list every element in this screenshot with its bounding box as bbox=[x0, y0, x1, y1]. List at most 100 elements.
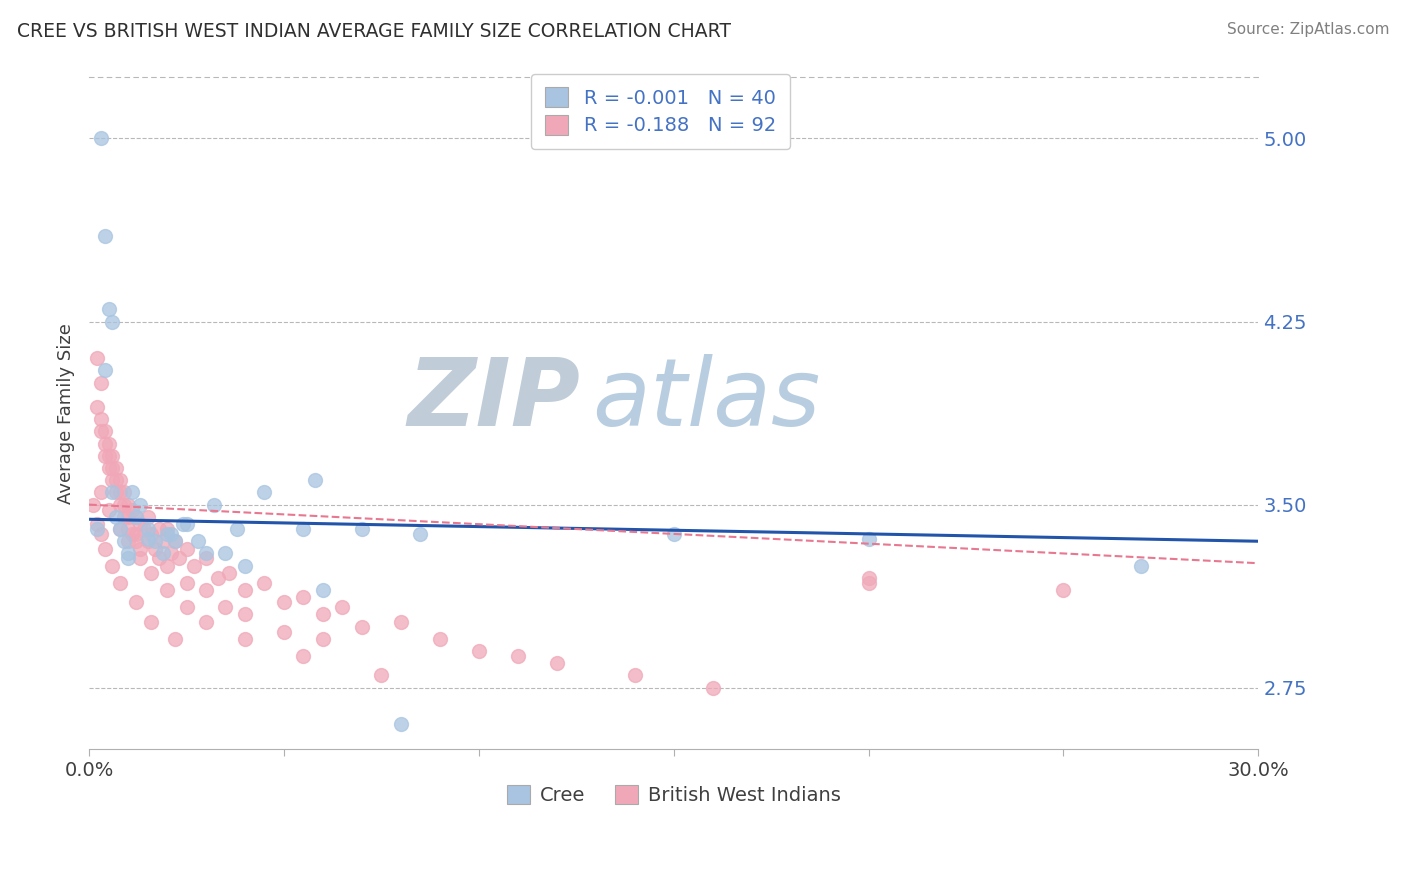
Point bbox=[858, 571, 880, 585]
Point bbox=[112, 509, 135, 524]
Point bbox=[207, 571, 229, 585]
Point bbox=[312, 607, 335, 622]
Point bbox=[176, 541, 198, 556]
Point bbox=[273, 595, 295, 609]
Point bbox=[156, 583, 179, 598]
Point bbox=[156, 522, 179, 536]
Point bbox=[163, 534, 186, 549]
Point bbox=[86, 351, 108, 366]
Point bbox=[152, 534, 174, 549]
Point bbox=[1052, 583, 1074, 598]
Point bbox=[101, 314, 124, 328]
Point bbox=[97, 302, 120, 317]
Point bbox=[110, 522, 132, 536]
Point bbox=[86, 517, 108, 532]
Point bbox=[167, 551, 190, 566]
Point bbox=[117, 522, 139, 536]
Point bbox=[233, 607, 256, 622]
Point bbox=[112, 498, 135, 512]
Point bbox=[93, 425, 115, 439]
Point bbox=[623, 668, 645, 682]
Point bbox=[506, 648, 529, 663]
Point bbox=[662, 527, 685, 541]
Point bbox=[93, 229, 115, 244]
Point bbox=[312, 583, 335, 598]
Point bbox=[1130, 558, 1153, 573]
Point bbox=[93, 449, 115, 463]
Point bbox=[125, 527, 148, 541]
Point bbox=[214, 600, 236, 615]
Point bbox=[117, 551, 139, 566]
Point bbox=[86, 522, 108, 536]
Point bbox=[105, 473, 128, 487]
Point bbox=[858, 575, 880, 590]
Point bbox=[141, 615, 163, 629]
Point bbox=[176, 517, 198, 532]
Text: Source: ZipAtlas.com: Source: ZipAtlas.com bbox=[1226, 22, 1389, 37]
Point bbox=[128, 498, 150, 512]
Point bbox=[546, 657, 568, 671]
Point bbox=[468, 644, 491, 658]
Point bbox=[132, 522, 155, 536]
Point bbox=[312, 632, 335, 646]
Legend: Cree, British West Indians: Cree, British West Indians bbox=[499, 777, 848, 813]
Point bbox=[172, 517, 194, 532]
Point bbox=[112, 534, 135, 549]
Point bbox=[858, 532, 880, 546]
Point bbox=[82, 498, 104, 512]
Point bbox=[143, 534, 166, 549]
Point bbox=[125, 534, 148, 549]
Point bbox=[292, 591, 315, 605]
Point bbox=[121, 502, 143, 516]
Point bbox=[163, 534, 186, 549]
Point bbox=[110, 473, 132, 487]
Point bbox=[350, 522, 373, 536]
Point bbox=[195, 615, 218, 629]
Point bbox=[93, 363, 115, 377]
Point bbox=[195, 551, 218, 566]
Point bbox=[304, 473, 326, 487]
Point bbox=[202, 498, 225, 512]
Point bbox=[176, 575, 198, 590]
Point bbox=[141, 566, 163, 580]
Point bbox=[156, 527, 179, 541]
Point bbox=[86, 400, 108, 414]
Point bbox=[409, 527, 432, 541]
Point bbox=[117, 509, 139, 524]
Point bbox=[233, 558, 256, 573]
Point bbox=[101, 449, 124, 463]
Point bbox=[148, 551, 170, 566]
Point bbox=[128, 551, 150, 566]
Point bbox=[125, 509, 148, 524]
Point bbox=[128, 541, 150, 556]
Point bbox=[292, 522, 315, 536]
Point bbox=[214, 546, 236, 560]
Point bbox=[143, 541, 166, 556]
Point bbox=[702, 681, 724, 695]
Point bbox=[429, 632, 451, 646]
Point bbox=[110, 522, 132, 536]
Point bbox=[90, 425, 112, 439]
Point bbox=[97, 461, 120, 475]
Point bbox=[389, 717, 412, 731]
Point bbox=[101, 461, 124, 475]
Point bbox=[93, 541, 115, 556]
Point bbox=[136, 534, 159, 549]
Point bbox=[101, 485, 124, 500]
Y-axis label: Average Family Size: Average Family Size bbox=[58, 323, 75, 503]
Point bbox=[105, 461, 128, 475]
Point bbox=[148, 522, 170, 536]
Point bbox=[163, 632, 186, 646]
Point bbox=[389, 615, 412, 629]
Text: CREE VS BRITISH WEST INDIAN AVERAGE FAMILY SIZE CORRELATION CHART: CREE VS BRITISH WEST INDIAN AVERAGE FAMI… bbox=[17, 22, 731, 41]
Point bbox=[128, 517, 150, 532]
Point bbox=[160, 527, 183, 541]
Point bbox=[105, 509, 128, 524]
Text: atlas: atlas bbox=[592, 354, 820, 445]
Point bbox=[183, 558, 205, 573]
Point bbox=[105, 485, 128, 500]
Point bbox=[195, 583, 218, 598]
Point bbox=[136, 509, 159, 524]
Point bbox=[273, 624, 295, 639]
Point bbox=[97, 436, 120, 450]
